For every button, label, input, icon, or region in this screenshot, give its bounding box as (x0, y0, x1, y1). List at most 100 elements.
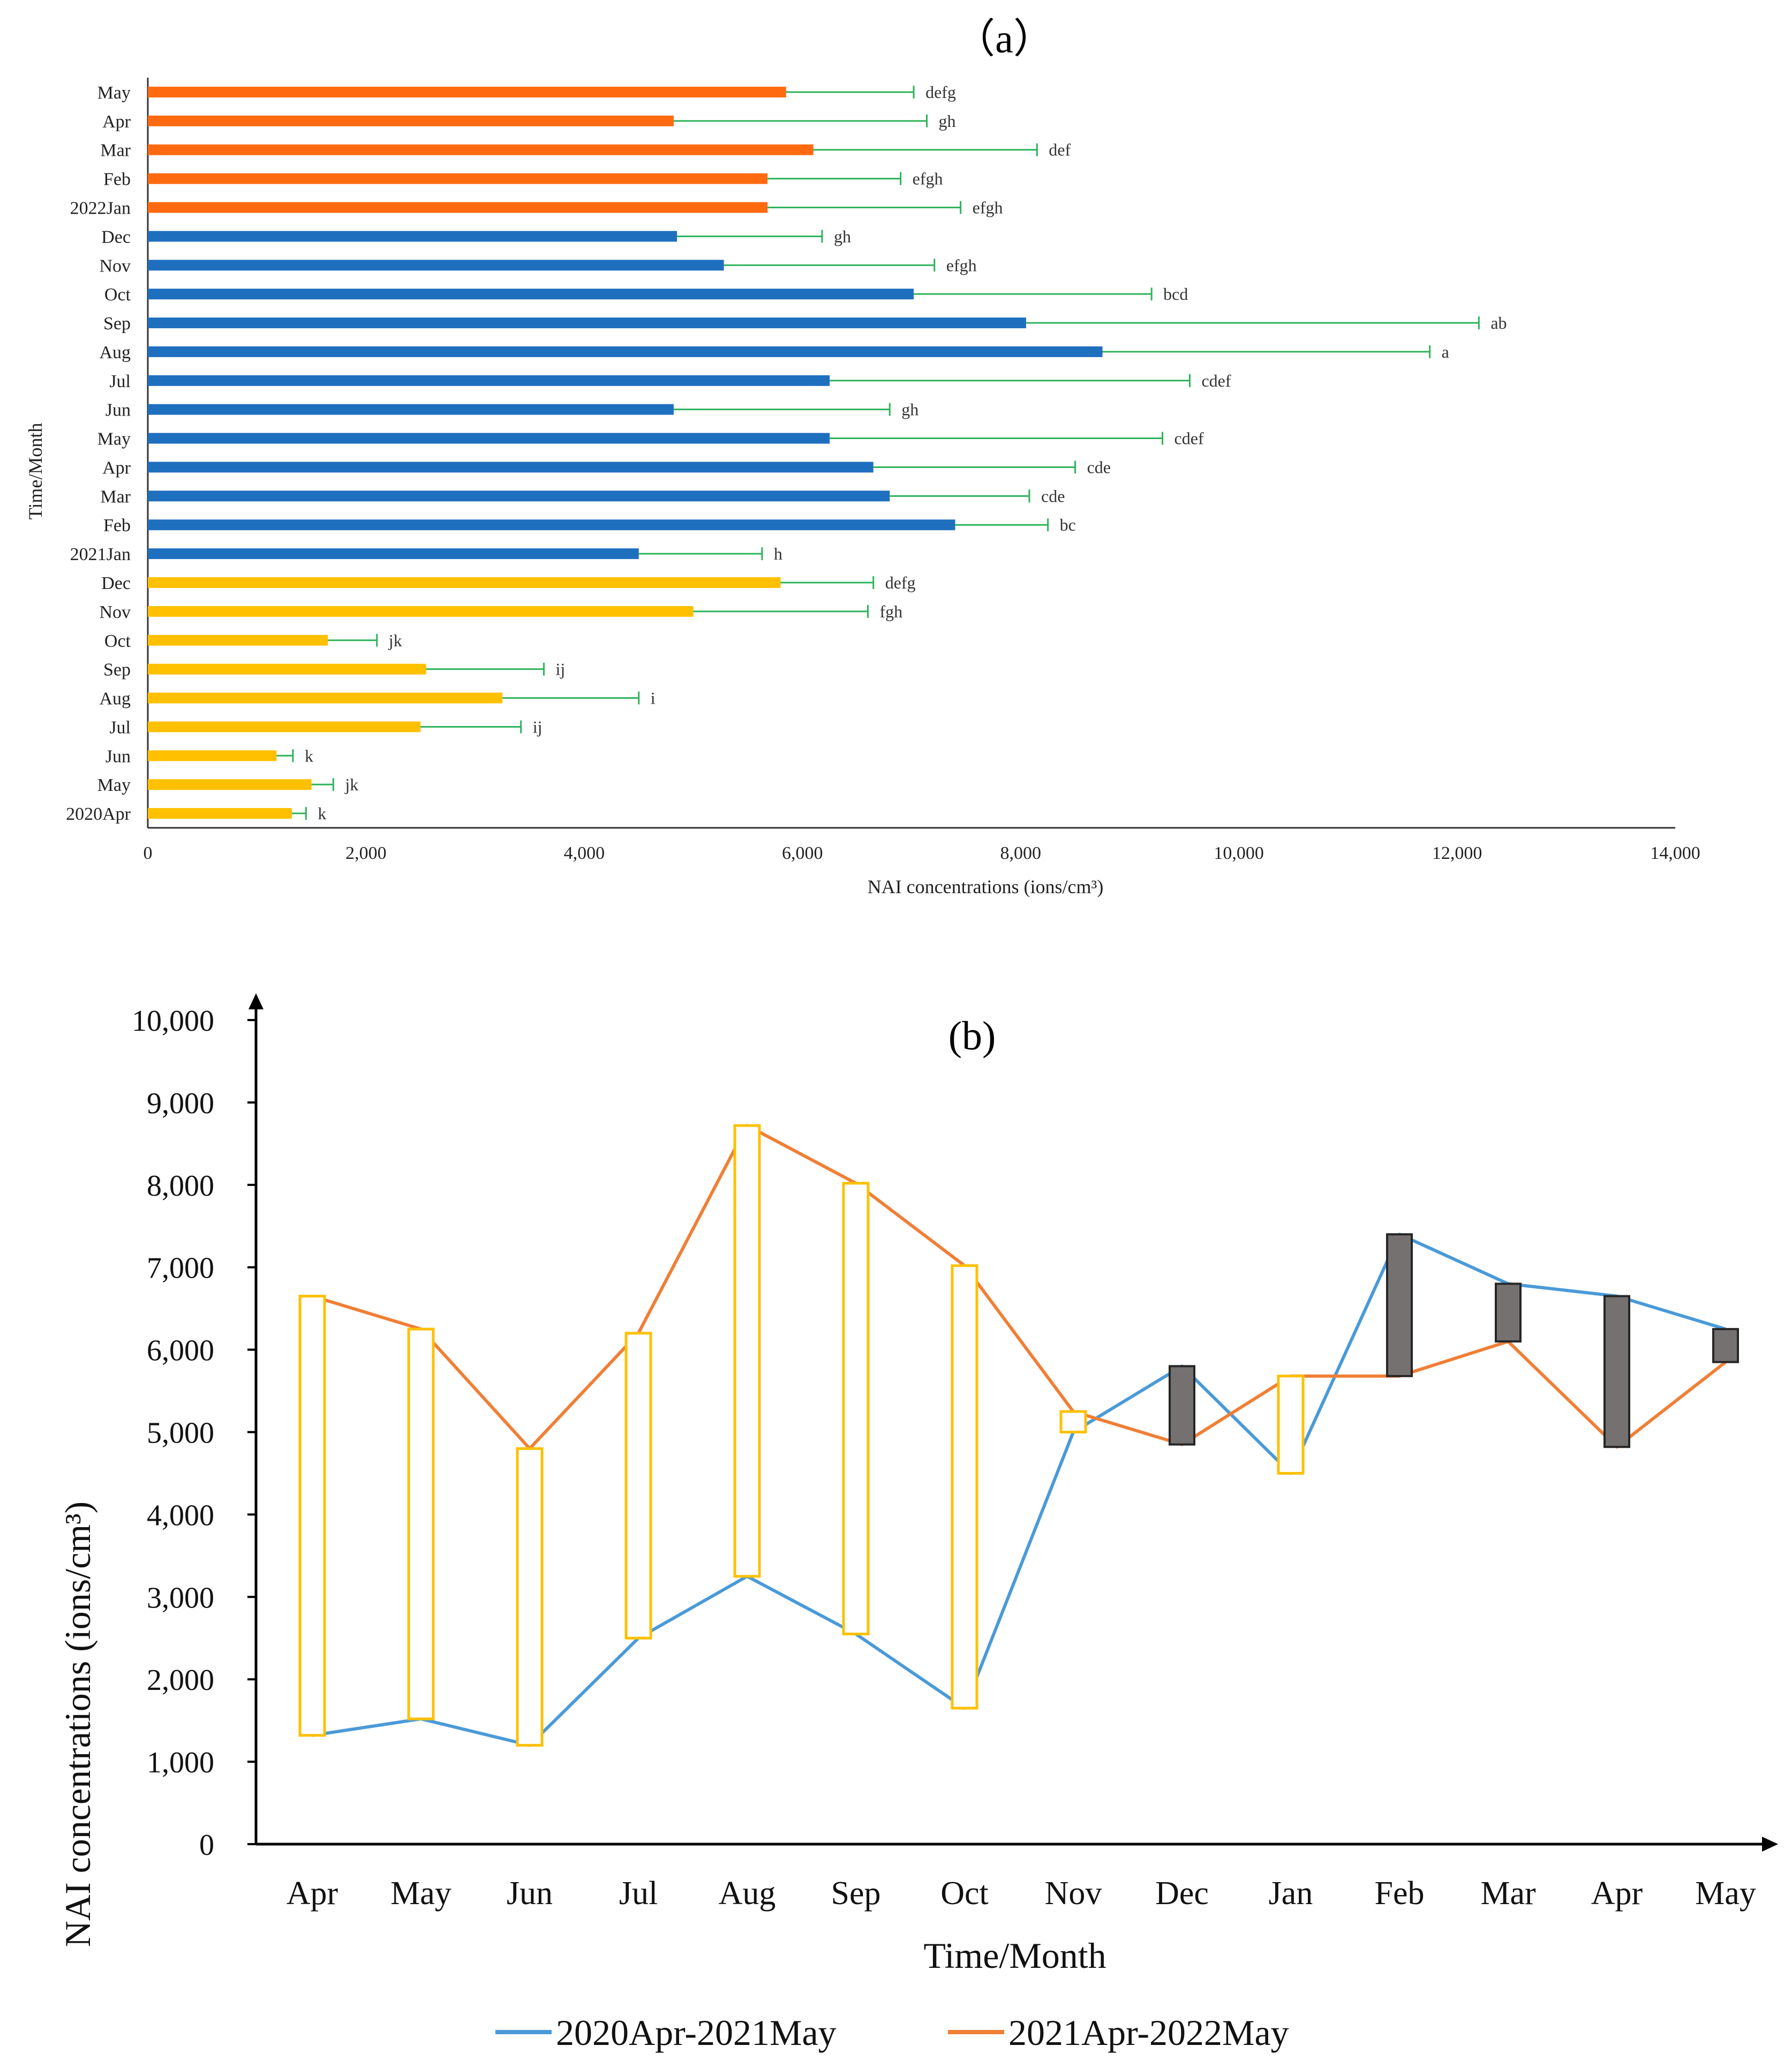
significance-label-13: cdef (1174, 429, 1204, 448)
significance-label-21: efgh (973, 198, 1003, 217)
bar-jul-15 (148, 375, 830, 386)
chart-a-x-axis-title: NAI concentrations (ions/cm³) (868, 876, 1104, 897)
y-tick-label-6: 6,000 (147, 1334, 214, 1368)
chart-b-axes (247, 993, 1778, 1852)
x-tick-label-4: 8,000 (1000, 843, 1041, 863)
range-box-jul-3 (624, 1332, 652, 1640)
category-label-16: Aug (99, 343, 131, 363)
chart-b-legend: 2020Apr-2021May 2021Apr-2022May (495, 2012, 1289, 2053)
range-box-apr-12 (1603, 1295, 1630, 1448)
category-label-10: Feb (103, 516, 131, 535)
bar-dec-8 (148, 577, 781, 588)
category-label-2: Jun (106, 746, 131, 766)
significance-label-1: jk (344, 775, 358, 794)
chart-a-y-axis-title: Time/Month (25, 423, 46, 520)
bar-jun-2 (148, 750, 277, 761)
chart-b-x-tick-labels: Apr May Jun Jul Aug Sep Oct Nov Dec Jan Feb Mar Apr M… (287, 1875, 1756, 1912)
bar-may-1 (148, 779, 312, 790)
x-tick-label-12: Apr (1591, 1875, 1643, 1912)
category-label-7: Nov (99, 602, 131, 622)
x-tick-label-7: Nov (1045, 1875, 1102, 1912)
range-box-mar-11 (1495, 1282, 1522, 1343)
range-box-may-1 (407, 1327, 435, 1720)
significance-label-11: cde (1041, 486, 1065, 505)
chart-b-y-tick-labels: 0 1,000 2,000 3,000 4,000 5,000 6,000 7,000 8,00… (132, 1005, 214, 1862)
range-box-nov-7 (1059, 1410, 1087, 1434)
y-tick-label-8: 8,000 (147, 1169, 214, 1203)
significance-label-17: ab (1490, 313, 1507, 333)
category-label-15: Jul (109, 372, 131, 391)
bar-nov-7 (148, 606, 694, 617)
bar-jul-3 (148, 721, 421, 733)
significance-label-14: gh (901, 400, 918, 419)
range-box-oct-6 (951, 1264, 978, 1710)
x-tick-label-10: Feb (1375, 1875, 1425, 1912)
y-tick-label-3: 3,000 (147, 1581, 214, 1614)
x-tick-label-5: Sep (831, 1875, 881, 1912)
legend-label-series-2: 2021Apr-2022May (1008, 2012, 1289, 2053)
bar-apr-12 (148, 462, 874, 473)
bar-mar-23 (148, 144, 814, 155)
bar-feb-10 (148, 519, 955, 531)
bar-may-25 (148, 86, 786, 97)
y-tick-label-4: 4,000 (147, 1499, 214, 1532)
chart-a-title: （a） (954, 17, 1054, 62)
category-label-13: May (97, 429, 131, 449)
bar-jun-14 (148, 404, 674, 415)
x-tick-label-6: Oct (940, 1875, 989, 1912)
category-label-0: 2020Apr (66, 804, 131, 824)
x-tick-label-11: Mar (1480, 1875, 1536, 1912)
x-tick-label-13: May (1695, 1875, 1756, 1912)
y-tick-label-7: 7,000 (147, 1252, 214, 1285)
x-tick-label-1: 2,000 (345, 843, 387, 863)
bar-dec-20 (148, 231, 677, 242)
range-box-feb-10 (1386, 1233, 1413, 1377)
significance-label-0: k (318, 804, 326, 823)
significance-label-9: h (774, 544, 782, 563)
significance-label-15: cdef (1201, 371, 1231, 390)
significance-label-24: gh (939, 111, 956, 131)
significance-label-10: bc (1060, 515, 1076, 534)
x-tick-label-5: 10,000 (1214, 843, 1264, 863)
x-tick-label-2: 4,000 (564, 843, 605, 863)
significance-label-25: defg (925, 82, 956, 102)
significance-label-2: k (305, 746, 313, 765)
y-tick-label-10: 10,000 (132, 1005, 214, 1038)
y-tick-label-9: 9,000 (147, 1087, 214, 1120)
significance-label-22: efgh (913, 169, 943, 188)
x-tick-label-1: May (390, 1875, 451, 1912)
chart-a-axes (147, 78, 1675, 829)
bar-apr-24 (148, 115, 674, 126)
legend-label-series-1: 2020Apr-2021May (556, 2012, 837, 2053)
category-label-17: Sep (103, 314, 131, 334)
category-label-20: Dec (101, 227, 131, 247)
chart-a-error-bars (276, 85, 1480, 820)
significance-label-12: cde (1087, 457, 1111, 477)
category-label-9: 2021Jan (70, 545, 131, 564)
chart-a: （a） kjkkijiijjkfghdefghbccdecdecdefghcde… (25, 17, 1700, 897)
category-label-25: May (97, 83, 131, 103)
bar-aug-4 (148, 692, 503, 704)
bar-2022jan-21 (148, 202, 768, 213)
series-line-2 (312, 1123, 1727, 1451)
y-tick-label-1: 1,000 (147, 1746, 214, 1779)
category-label-14: Jun (106, 401, 131, 420)
bar-aug-16 (148, 346, 1103, 357)
significance-label-19: efgh (946, 255, 977, 275)
chart-b-series-lines (312, 1123, 1727, 1747)
chart-b-title: (b) (948, 1014, 996, 1059)
chart-a-significance-labels: kjkkijiijjkfghdefghbccdecdecdefghcdefaab… (305, 82, 1507, 823)
significance-label-20: gh (834, 227, 851, 246)
significance-label-16: a (1442, 342, 1449, 361)
significance-label-18: bcd (1163, 284, 1188, 304)
y-tick-label-5: 5,000 (147, 1417, 214, 1450)
bar-mar-11 (148, 490, 890, 502)
bar-nov-19 (148, 260, 724, 271)
chart-b-x-axis-arrow (1762, 1837, 1778, 1852)
category-label-11: Mar (100, 487, 131, 507)
significance-label-7: fgh (880, 602, 903, 621)
significance-label-23: def (1049, 140, 1071, 160)
bar-2021jan-9 (148, 548, 639, 560)
category-label-3: Jul (109, 718, 131, 737)
chart-b-y-axis-title: NAI concentrations (ions/cm³) (57, 1501, 98, 1947)
